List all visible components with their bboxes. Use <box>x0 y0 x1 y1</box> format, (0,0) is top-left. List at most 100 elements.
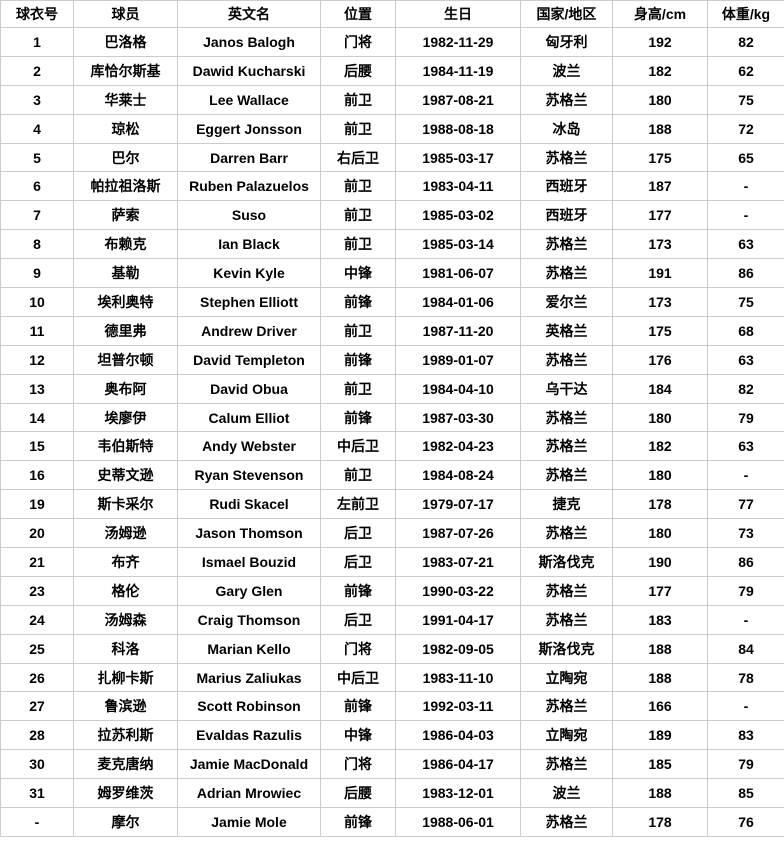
weight-cell: 82 <box>707 373 784 404</box>
table-row: 2 库恰尔斯基 Dawid Kucharski 后腰 1984-11-19 波兰 182 62 <box>0 55 784 86</box>
weight-cell: 72 <box>707 113 784 144</box>
position-cell: 左前卫 <box>320 489 396 520</box>
birthday-cell: 1983-07-21 <box>395 547 521 577</box>
col-header-height: 身高/cm <box>612 0 708 28</box>
position-cell: 前卫 <box>320 315 396 346</box>
jersey-number-cell: 7 <box>0 200 74 231</box>
birthday-cell: 1986-04-17 <box>395 749 521 780</box>
table-row: 11 德里弗 Andrew Driver 前卫 1987-11-20 英格兰 175 68 <box>0 315 784 346</box>
english-name-cell: Andy Webster <box>177 431 321 462</box>
country-cell: 苏格兰 <box>520 344 613 375</box>
height-cell: 188 <box>612 662 708 693</box>
jersey-number-cell: 23 <box>0 575 74 606</box>
player-name-cell: 布齐 <box>73 547 178 577</box>
country-cell: 冰岛 <box>520 113 613 144</box>
jersey-number-cell: 9 <box>0 258 74 289</box>
english-name-cell: Dawid Kucharski <box>177 55 321 86</box>
position-cell: 前卫 <box>320 171 396 202</box>
height-cell: 188 <box>612 633 708 664</box>
position-cell: 前锋 <box>320 691 396 722</box>
country-cell: 苏格兰 <box>520 604 613 635</box>
table-row: 9 基勒 Kevin Kyle 中锋 1981-06-07 苏格兰 191 86 <box>0 258 784 289</box>
country-cell: 苏格兰 <box>520 460 613 491</box>
jersey-number-cell: 2 <box>0 55 74 86</box>
jersey-number-cell: 31 <box>0 778 74 809</box>
height-cell: 182 <box>612 431 708 462</box>
height-cell: 188 <box>612 113 708 144</box>
weight-cell: 86 <box>707 547 784 577</box>
weight-cell: 78 <box>707 662 784 693</box>
jersey-number-cell: 20 <box>0 518 74 549</box>
table-row: 28 拉苏利斯 Evaldas Razulis 中锋 1986-04-03 立陶宛 189 8… <box>0 720 784 751</box>
position-cell: 门将 <box>320 27 396 57</box>
jersey-number-cell: 27 <box>0 691 74 722</box>
position-cell: 后卫 <box>320 547 396 577</box>
weight-cell: - <box>707 604 784 635</box>
table-row: 13 奥布阿 David Obua 前卫 1984-04-10 乌干达 184 82 <box>0 373 784 404</box>
col-header-position: 位置 <box>320 0 396 28</box>
english-name-cell: Andrew Driver <box>177 315 321 346</box>
birthday-cell: 1988-06-01 <box>395 807 521 837</box>
table-row: 24 汤姆森 Craig Thomson 后卫 1991-04-17 苏格兰 183- <box>0 604 784 635</box>
country-cell: 苏格兰 <box>520 258 613 289</box>
weight-cell: 65 <box>707 142 784 173</box>
player-name-cell: 汤姆逊 <box>73 518 178 549</box>
height-cell: 190 <box>612 547 708 577</box>
english-name-cell: Jason Thomson <box>177 518 321 549</box>
english-name-cell: Craig Thomson <box>177 604 321 635</box>
player-name-cell: 斯卡采尔 <box>73 489 178 520</box>
jersey-number-cell: 30 <box>0 749 74 780</box>
country-cell: 苏格兰 <box>520 402 613 433</box>
birthday-cell: 1979-07-17 <box>395 489 521 520</box>
position-cell: 后卫 <box>320 604 396 635</box>
country-cell: 波兰 <box>520 778 613 809</box>
birthday-cell: 1981-06-07 <box>395 258 521 289</box>
weight-cell: 79 <box>707 575 784 606</box>
birthday-cell: 1982-09-05 <box>395 633 521 664</box>
jersey-number-cell: 21 <box>0 547 74 577</box>
english-name-cell: Evaldas Razulis <box>177 720 321 751</box>
jersey-number-cell: 28 <box>0 720 74 751</box>
birthday-cell: 1982-11-29 <box>395 27 521 57</box>
birthday-cell: 1983-12-01 <box>395 778 521 809</box>
height-cell: 180 <box>612 402 708 433</box>
position-cell: 前锋 <box>320 344 396 375</box>
birthday-cell: 1992-03-11 <box>395 691 521 722</box>
birthday-cell: 1984-01-06 <box>395 287 521 317</box>
weight-cell: 75 <box>707 84 784 115</box>
height-cell: 185 <box>612 749 708 780</box>
position-cell: 中锋 <box>320 720 396 751</box>
height-cell: 182 <box>612 55 708 86</box>
player-name-cell: 埃廖伊 <box>73 402 178 433</box>
height-cell: 188 <box>612 778 708 809</box>
player-name-cell: 奥布阿 <box>73 373 178 404</box>
table-row: 1 巴洛格 Janos Balogh 门将 1982-11-29 匈牙利 192 82 <box>0 27 784 57</box>
table-row: 27 鲁滨逊 Scott Robinson 前锋 1992-03-11 苏格兰 166- <box>0 691 784 722</box>
height-cell: 180 <box>612 518 708 549</box>
weight-cell: 86 <box>707 258 784 289</box>
col-header-country: 国家/地区 <box>520 0 613 28</box>
table-row: 25 科洛 Marian Kello 门将 1982-09-05 斯洛伐克 188 84 <box>0 633 784 664</box>
position-cell: 前卫 <box>320 113 396 144</box>
jersey-number-cell: 6 <box>0 171 74 202</box>
jersey-number-cell: 24 <box>0 604 74 635</box>
jersey-number-cell: 15 <box>0 431 74 462</box>
position-cell: 门将 <box>320 749 396 780</box>
weight-cell: 62 <box>707 55 784 86</box>
english-name-cell: Scott Robinson <box>177 691 321 722</box>
height-cell: 189 <box>612 720 708 751</box>
weight-cell: 83 <box>707 720 784 751</box>
position-cell: 后腰 <box>320 55 396 86</box>
table-row: 20 汤姆逊 Jason Thomson 后卫 1987-07-26 苏格兰 180 73 <box>0 518 784 549</box>
height-cell: 192 <box>612 27 708 57</box>
height-cell: 183 <box>612 604 708 635</box>
birthday-cell: 1987-03-30 <box>395 402 521 433</box>
table-row: 16 史蒂文逊 Ryan Stevenson 前卫 1984-08-24 苏格兰 180- <box>0 460 784 491</box>
country-cell: 斯洛伐克 <box>520 547 613 577</box>
player-name-cell: 史蒂文逊 <box>73 460 178 491</box>
weight-cell: - <box>707 200 784 231</box>
position-cell: 后腰 <box>320 778 396 809</box>
english-name-cell: Adrian Mrowiec <box>177 778 321 809</box>
english-name-cell: Jamie Mole <box>177 807 321 837</box>
